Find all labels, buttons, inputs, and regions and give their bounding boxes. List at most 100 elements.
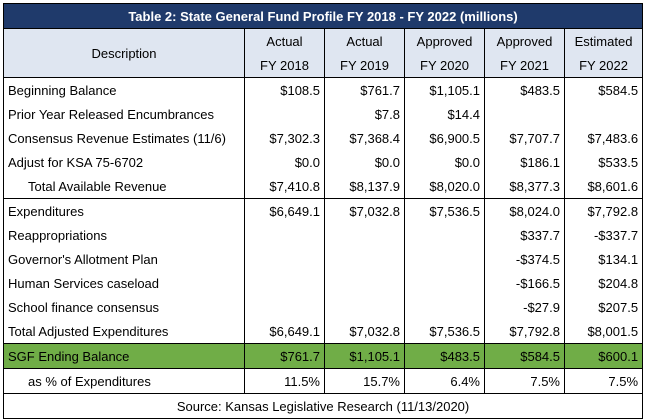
table-body: Beginning Balance $108.5 $761.7 $1,105.1 $48… [3,77,644,394]
row-value [244,271,325,295]
header-row-top: Description Actual Actual Approved Appro… [3,28,644,78]
table-row: Beginning Balance $108.5 $761.7 $1,105.1 $48… [3,77,644,102]
row-value [324,271,405,295]
row-value: $7,536.5 [404,319,485,344]
table-title-row: Table 2: State General Fund Profile FY 2… [2,3,644,29]
fund-profile-table: Table 2: State General Fund Profile FY 2… [2,3,644,419]
header-col-top: Approved [404,28,485,53]
row-value: -$337.7 [563,223,644,247]
header-col-bottom: FY 2021 [484,53,565,78]
row-value: $1,105.1 [404,77,485,102]
row-value: $6,649.1 [244,319,325,344]
row-value: 7.5% [484,368,565,394]
table-row: School finance consensus -$27.9 $207.5 [3,295,644,319]
row-value: 7.5% [563,368,644,394]
header-description: Description [3,28,245,78]
table-title: Table 2: State General Fund Profile FY 2… [2,3,644,29]
row-label: Consensus Revenue Estimates (11/6) [3,126,245,150]
fund-profile-table-container: Table 2: State General Fund Profile FY 2… [2,3,644,419]
row-value: $8,137.9 [324,174,405,199]
row-value: $6,649.1 [244,198,325,223]
row-value: -$27.9 [484,295,565,319]
row-value: $584.5 [563,77,644,102]
table-row: SGF Ending Balance $761.7 $1,105.1 $483.5 $5… [3,343,644,369]
row-value: $8,001.5 [563,319,644,344]
row-value: $8,020.0 [404,174,485,199]
row-value [563,102,644,126]
table-row: Adjust for KSA 75-6702 $0.0 $0.0 $0.0 $186.1… [3,150,644,174]
row-label: Human Services caseload [3,271,245,295]
header-col-top: Actual [244,28,325,53]
row-value: $483.5 [484,77,565,102]
row-value: $8,601.6 [563,174,644,199]
row-value: $533.5 [563,150,644,174]
table-row: Reappropriations $337.7 -$337.7 [3,223,644,247]
row-value: $134.1 [563,247,644,271]
row-value: $7,032.8 [324,319,405,344]
row-label: School finance consensus [3,295,245,319]
row-value: 11.5% [244,368,325,394]
row-value [244,247,325,271]
header-row-bottom: FY 2018 FY 2019 FY 2020 FY 2021 FY 2022 [4,53,644,78]
row-value: $7,792.8 [484,319,565,344]
row-value: 15.7% [324,368,405,394]
row-value: $7,032.8 [324,198,405,223]
row-value: $186.1 [484,150,565,174]
row-value: $8,024.0 [484,198,565,223]
row-label: Adjust for KSA 75-6702 [3,150,245,174]
row-value [484,102,565,126]
row-value [404,247,485,271]
table-row: Total Available Revenue $7,410.8 $8,137.9 $… [3,174,644,199]
header-col-bottom: FY 2018 [244,53,325,78]
table-row: Prior Year Released Encumbrances $7.8 $14.… [3,102,644,126]
row-value: $14.4 [404,102,485,126]
row-label: as % of Expenditures [3,368,245,394]
row-value: $761.7 [324,77,405,102]
row-value: $1,105.1 [324,343,405,369]
row-label: Beginning Balance [3,77,245,102]
row-value: $7,410.8 [244,174,325,199]
row-label: SGF Ending Balance [3,343,245,369]
row-value [244,102,325,126]
row-value: $7,707.7 [484,126,565,150]
row-value [404,295,485,319]
table-row: as % of Expenditures 11.5% 15.7% 6.4% 7.5% 7.… [3,368,644,394]
row-value [324,295,405,319]
header-col-top: Approved [484,28,565,53]
row-value: $7,483.6 [563,126,644,150]
row-value: $584.5 [484,343,565,369]
row-value [324,247,405,271]
table-row: Expenditures $6,649.1 $7,032.8 $7,536.5 $8,0… [3,198,644,223]
row-value: $0.0 [324,150,405,174]
row-value: $207.5 [563,295,644,319]
row-value: $0.0 [404,150,485,174]
row-value: $7,302.3 [244,126,325,150]
row-label: Total Adjusted Expenditures [3,319,245,344]
row-value [244,295,325,319]
row-label: Total Available Revenue [3,174,245,199]
row-value: $7,536.5 [404,198,485,223]
row-value: $8,377.3 [484,174,565,199]
table-row: Human Services caseload -$166.5 $204.8 [3,271,644,295]
row-value: $761.7 [244,343,325,369]
row-label: Governor's Allotment Plan [3,247,245,271]
header-col-top: Actual [324,28,405,53]
row-value [324,223,405,247]
row-value [404,223,485,247]
row-value: $337.7 [484,223,565,247]
header-col-bottom: FY 2022 [563,53,644,78]
row-value: $204.8 [563,271,644,295]
row-value: $7.8 [324,102,405,126]
table-row: Total Adjusted Expenditures $6,649.1 $7,03… [3,319,644,344]
table-row: Governor's Allotment Plan -$374.5 $134.1 [3,247,644,271]
row-value: 6.4% [404,368,485,394]
header-col-bottom: FY 2020 [404,53,485,78]
row-value: $600.1 [563,343,644,369]
header-col-top: Estimated [563,28,644,53]
header-col-bottom: FY 2019 [324,53,405,78]
row-value: $483.5 [404,343,485,369]
table-row: Consensus Revenue Estimates (11/6) $7,302… [3,126,644,150]
row-value [404,271,485,295]
row-label: Expenditures [3,198,245,223]
row-label: Reappropriations [3,223,245,247]
